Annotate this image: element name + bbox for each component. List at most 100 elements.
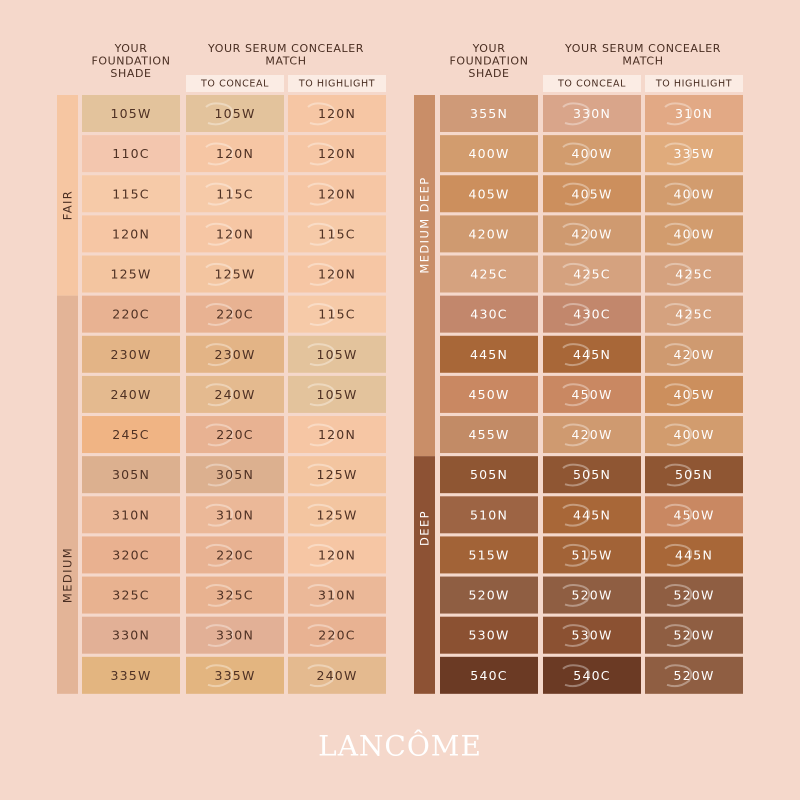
shade-name: 310N	[216, 507, 254, 522]
group-bar	[414, 95, 435, 457]
swatch-stroke	[562, 102, 591, 126]
shade-name: 520W	[468, 588, 509, 603]
shade-swatch	[543, 335, 641, 373]
shade-name: 510N	[470, 507, 508, 522]
swatch-stroke	[664, 262, 693, 286]
shade-swatch	[440, 295, 538, 333]
shade-swatch	[645, 576, 743, 614]
shade-swatch	[645, 456, 743, 494]
sub-header: TO HIGHLIGHT	[655, 79, 732, 90]
shade-name: 450W	[673, 507, 714, 522]
shade-name: 420W	[673, 347, 714, 362]
shade-name: 540C	[470, 668, 507, 683]
shade-name: 120N	[318, 427, 356, 442]
shade-swatch	[645, 95, 743, 132]
header-match: YOUR SERUM CONCEALER	[207, 42, 364, 55]
shade-swatch	[82, 215, 180, 253]
sub-header: TO HIGHLIGHT	[298, 79, 375, 90]
swatch-stroke	[307, 182, 336, 206]
swatch-stroke	[205, 543, 234, 567]
shade-swatch	[288, 576, 386, 614]
shade-name: 240W	[110, 387, 151, 402]
shade-swatch	[440, 616, 538, 654]
shade-swatch	[288, 375, 386, 413]
shade-name: 125W	[214, 267, 255, 282]
swatch-stroke	[562, 262, 591, 286]
shade-name: 445N	[675, 547, 713, 562]
swatch-stroke	[205, 343, 234, 367]
group-label: MEDIUM	[61, 547, 75, 603]
shade-swatch	[543, 656, 641, 694]
shade-swatch	[440, 416, 538, 454]
shade-swatch	[645, 656, 743, 694]
shade-swatch	[186, 375, 284, 413]
shade-name: 220C	[216, 547, 253, 562]
swatch-stroke	[205, 222, 234, 246]
shade-name: 230W	[214, 347, 255, 362]
shade-swatch	[186, 295, 284, 333]
shade-name: 105W	[316, 347, 357, 362]
shade-name: 515W	[571, 547, 612, 562]
swatch-stroke	[205, 383, 234, 407]
shade-name: 245C	[112, 427, 149, 442]
swatch-stroke	[664, 182, 693, 206]
swatch-stroke	[664, 543, 693, 567]
shade-swatch	[82, 416, 180, 454]
swatch-stroke	[307, 463, 336, 487]
swatch-stroke	[562, 303, 591, 326]
swatch-stroke	[307, 624, 336, 648]
shade-name: 220C	[112, 307, 149, 322]
shade-swatch	[186, 175, 284, 213]
shade-name: 420W	[571, 226, 612, 241]
shade-name: 310N	[318, 588, 356, 603]
shade-swatch	[288, 175, 386, 213]
swatch-stroke	[307, 503, 336, 527]
shade-name: 530W	[468, 628, 509, 643]
shade-name: 105W	[316, 387, 357, 402]
shade-name: 400W	[673, 427, 714, 442]
shade-name: 520W	[673, 628, 714, 643]
swatch-stroke	[664, 423, 693, 447]
shade-swatch	[82, 335, 180, 373]
shade-name: 125W	[316, 507, 357, 522]
sub-header-box	[186, 75, 284, 92]
shade-name: 330N	[112, 628, 150, 643]
swatch-stroke	[205, 503, 234, 527]
shade-name: 400W	[571, 146, 612, 161]
shade-swatch	[82, 616, 180, 654]
swatch-stroke	[562, 383, 591, 407]
swatch-stroke	[307, 142, 336, 166]
shade-name: 405W	[468, 186, 509, 201]
shade-swatch	[82, 135, 180, 173]
shade-name: 420W	[468, 226, 509, 241]
shade-name: 115C	[318, 226, 355, 241]
shade-swatch	[645, 416, 743, 454]
header-foundation: FOUNDATION	[449, 55, 528, 68]
shade-name: 400W	[673, 186, 714, 201]
swatch-stroke	[205, 583, 234, 607]
shade-swatch	[543, 295, 641, 333]
shade-name: 120N	[318, 186, 356, 201]
shade-name: 220C	[216, 427, 253, 442]
shade-name: 400W	[468, 146, 509, 161]
shade-swatch	[543, 456, 641, 494]
group-label: DEEP	[418, 510, 432, 546]
shade-name: 425C	[675, 267, 712, 282]
shade-swatch	[186, 135, 284, 173]
shade-name: 505N	[675, 467, 713, 482]
shade-name: 120N	[112, 226, 150, 241]
shade-swatch	[645, 255, 743, 293]
shade-swatch	[440, 255, 538, 293]
shade-swatch	[186, 616, 284, 654]
shade-swatch	[82, 536, 180, 574]
swatch-stroke	[664, 463, 693, 487]
shade-name: 305N	[112, 467, 150, 482]
shade-swatch	[543, 255, 641, 293]
shade-swatch	[288, 335, 386, 373]
swatch-stroke	[307, 303, 336, 326]
shade-swatch	[440, 536, 538, 574]
shade-name: 420W	[571, 427, 612, 442]
shade-name: 325C	[112, 588, 149, 603]
